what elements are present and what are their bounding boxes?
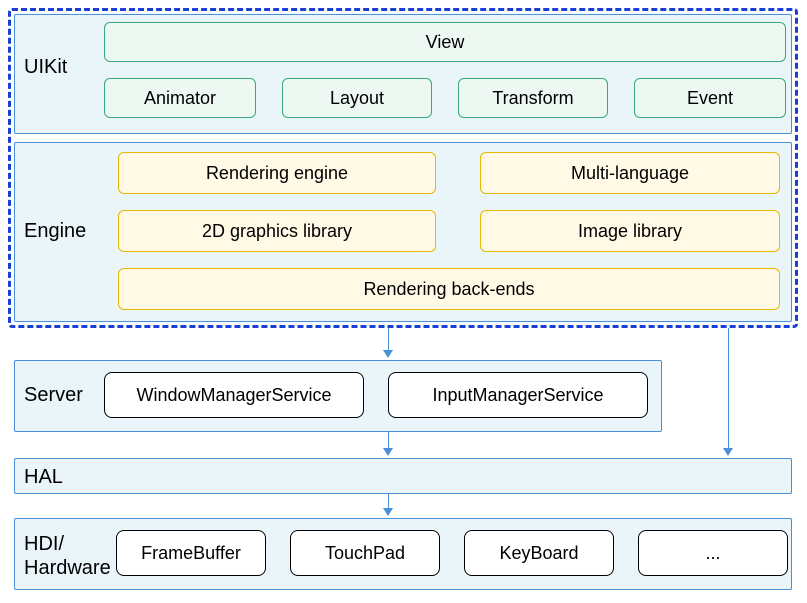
label-uikit: UIKit — [24, 56, 67, 79]
box-multi-language: Multi-language — [480, 152, 780, 194]
box-layout: Layout — [282, 78, 432, 118]
box-more: ... — [638, 530, 788, 576]
box-image-library: Image library — [480, 210, 780, 252]
arrow-head-icon — [383, 508, 393, 516]
arrow-line — [388, 328, 389, 352]
arrow-line — [728, 328, 729, 450]
box-rendering-engine: Rendering engine — [118, 152, 436, 194]
label-hal: HAL — [24, 466, 63, 489]
box-keyboard: KeyBoard — [464, 530, 614, 576]
label-server: Server — [24, 384, 83, 407]
arrow-head-icon — [383, 448, 393, 456]
box-view: View — [104, 22, 786, 62]
box-touchpad: TouchPad — [290, 530, 440, 576]
diagram-canvas: UIKit Engine Server HAL HDI/ Hardware Vi… — [0, 0, 807, 603]
box-framebuffer: FrameBuffer — [116, 530, 266, 576]
arrow-head-icon — [383, 350, 393, 358]
box-input-manager-service: InputManagerService — [388, 372, 648, 418]
box-transform: Transform — [458, 78, 608, 118]
label-hdi: HDI/ Hardware — [24, 532, 111, 580]
arrow-head-icon — [723, 448, 733, 456]
layer-hal — [14, 458, 792, 494]
box-2d-graphics: 2D graphics library — [118, 210, 436, 252]
box-event: Event — [634, 78, 786, 118]
label-engine: Engine — [24, 220, 86, 243]
box-window-manager-service: WindowManagerService — [104, 372, 364, 418]
box-rendering-backends: Rendering back-ends — [118, 268, 780, 310]
box-animator: Animator — [104, 78, 256, 118]
